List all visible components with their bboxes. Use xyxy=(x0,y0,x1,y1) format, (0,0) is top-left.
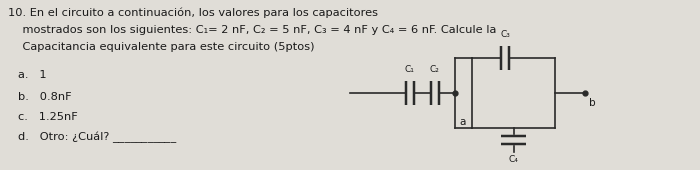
Text: C₁: C₁ xyxy=(404,65,414,74)
Text: mostrados son los siguientes: C₁= 2 nF, C₂ = 5 nF, C₃ = 4 nF y C₄ = 6 nF. Calcul: mostrados son los siguientes: C₁= 2 nF, … xyxy=(8,25,496,35)
Text: a: a xyxy=(459,117,466,127)
Text: d.   Otro: ¿Cuál? ___________: d. Otro: ¿Cuál? ___________ xyxy=(18,132,176,143)
Text: C₂: C₂ xyxy=(429,65,439,74)
Text: C₃: C₃ xyxy=(500,30,510,39)
Text: 10. En el circuito a continuación, los valores para los capacitores: 10. En el circuito a continuación, los v… xyxy=(8,8,378,19)
Text: C₄: C₄ xyxy=(509,155,519,164)
Text: a.   1: a. 1 xyxy=(18,70,47,80)
Text: Capacitancia equivalente para este circuito (5ptos): Capacitancia equivalente para este circu… xyxy=(8,42,314,52)
Text: c.   1.25nF: c. 1.25nF xyxy=(18,112,78,122)
Text: b.   0.8nF: b. 0.8nF xyxy=(18,92,71,102)
Text: b: b xyxy=(589,98,596,108)
